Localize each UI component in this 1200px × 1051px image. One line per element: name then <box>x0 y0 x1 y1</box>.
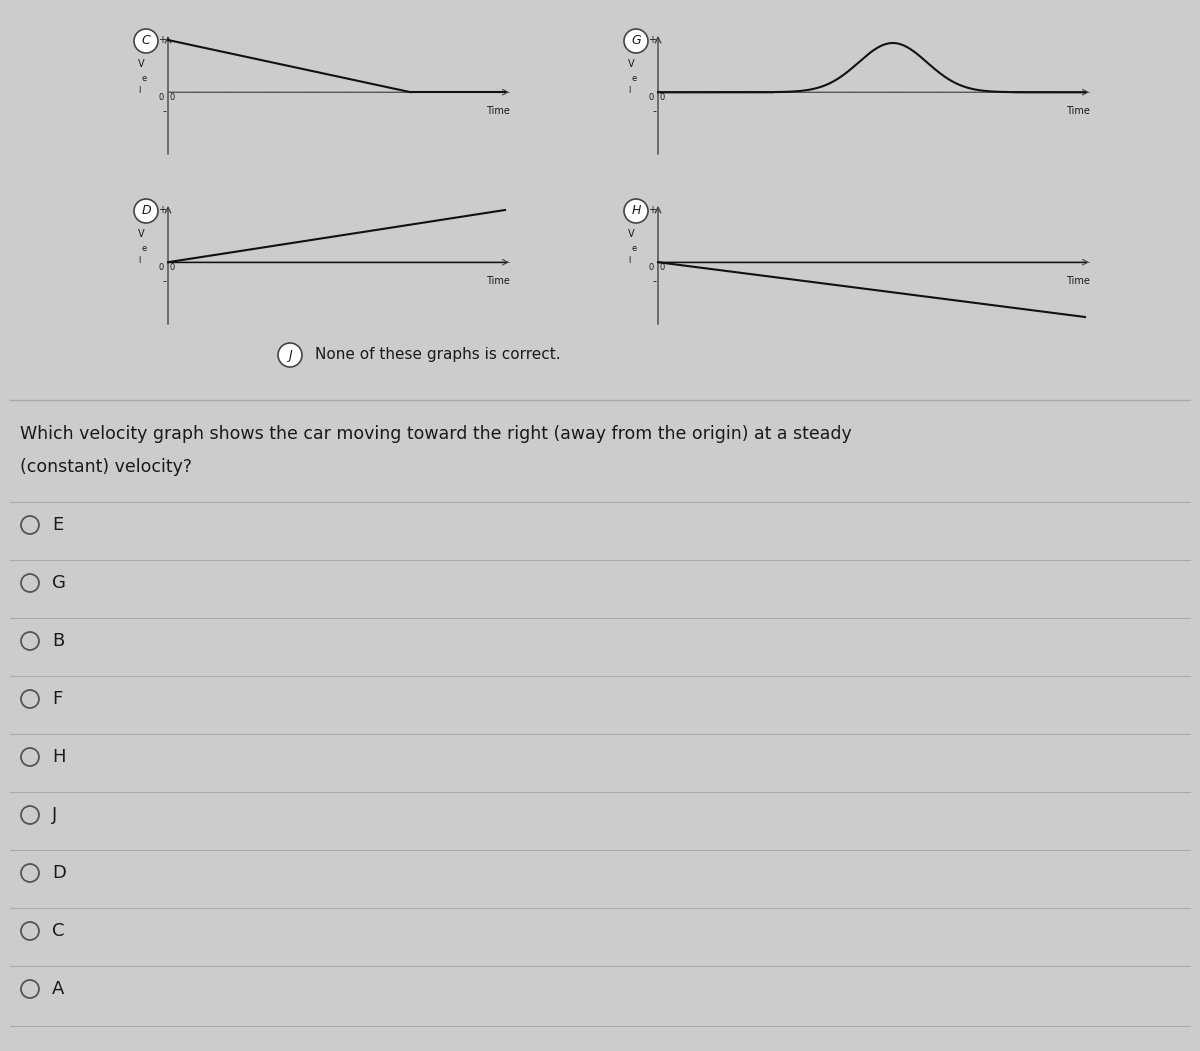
Text: G: G <box>631 35 641 47</box>
Text: Time: Time <box>486 276 510 286</box>
Text: D: D <box>142 205 151 218</box>
Text: Which velocity graph shows the car moving toward the right (away from the origin: Which velocity graph shows the car movin… <box>20 425 852 444</box>
Text: +: + <box>158 35 166 45</box>
Text: l: l <box>138 86 140 96</box>
Text: Time: Time <box>1066 106 1090 117</box>
Text: +: + <box>648 35 656 45</box>
Text: +: + <box>158 205 166 215</box>
Text: V: V <box>138 229 145 240</box>
Text: C: C <box>52 922 65 940</box>
Text: V: V <box>138 59 145 69</box>
Text: 0: 0 <box>170 263 175 272</box>
Text: B: B <box>52 632 65 650</box>
Text: V: V <box>628 229 635 240</box>
Circle shape <box>134 199 158 223</box>
Text: J: J <box>52 806 58 824</box>
Text: D: D <box>52 864 66 882</box>
Text: 0: 0 <box>649 94 654 102</box>
Text: e: e <box>142 244 146 252</box>
Text: -: - <box>162 276 166 286</box>
Text: H: H <box>631 205 641 218</box>
Text: 0: 0 <box>660 263 665 272</box>
Text: -: - <box>652 276 656 286</box>
Text: l: l <box>138 256 140 265</box>
Text: 0: 0 <box>649 263 654 272</box>
Text: G: G <box>52 574 66 592</box>
Text: Time: Time <box>1066 276 1090 286</box>
Text: e: e <box>631 244 636 252</box>
Text: J: J <box>288 349 292 362</box>
Text: C: C <box>142 35 150 47</box>
Circle shape <box>278 343 302 367</box>
Text: V: V <box>628 59 635 69</box>
Text: Time: Time <box>486 106 510 117</box>
Text: l: l <box>628 86 630 96</box>
Text: None of these graphs is correct.: None of these graphs is correct. <box>314 348 560 363</box>
Text: 0: 0 <box>660 94 665 102</box>
Text: -: - <box>652 106 656 117</box>
Circle shape <box>624 199 648 223</box>
Text: F: F <box>52 691 62 708</box>
Text: H: H <box>52 748 66 766</box>
Text: A: A <box>52 980 65 998</box>
Circle shape <box>134 29 158 53</box>
Text: (constant) velocity?: (constant) velocity? <box>20 458 192 476</box>
Text: 0: 0 <box>170 94 175 102</box>
Text: E: E <box>52 516 64 534</box>
Text: +: + <box>648 205 656 215</box>
Text: 0: 0 <box>158 94 164 102</box>
Text: e: e <box>631 74 636 83</box>
Text: 0: 0 <box>158 263 164 272</box>
Text: e: e <box>142 74 146 83</box>
Text: l: l <box>628 256 630 265</box>
Circle shape <box>624 29 648 53</box>
Text: -: - <box>162 106 166 117</box>
